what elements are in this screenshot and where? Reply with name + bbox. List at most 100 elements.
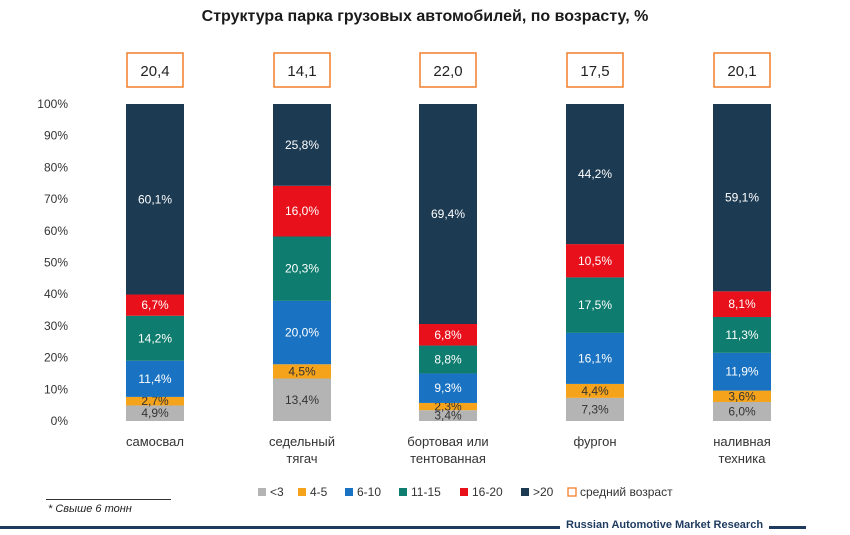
legend-swatch	[345, 488, 353, 496]
average-age-value: 20,4	[140, 63, 169, 80]
data-label: 10,5%	[578, 254, 612, 268]
category-label: техника	[719, 451, 767, 466]
legend-label: 16-20	[472, 485, 503, 499]
category-label: наливная	[713, 434, 771, 449]
bar-segment	[713, 104, 771, 292]
data-label: 3,4%	[434, 409, 462, 423]
data-label: 6,8%	[434, 328, 462, 342]
bar-segment	[273, 300, 331, 365]
data-label: 6,0%	[728, 404, 756, 418]
bar-segment	[713, 317, 771, 353]
bar-segment	[566, 383, 624, 398]
data-label: 4,9%	[141, 406, 169, 420]
average-age-box	[126, 52, 184, 88]
bar-segment	[713, 352, 771, 391]
data-label: 69,4%	[431, 207, 465, 221]
legend-swatch	[521, 488, 529, 496]
data-label: 7,3%	[581, 402, 609, 416]
y-tick-label: 50%	[44, 256, 68, 270]
bar-segment	[126, 405, 184, 421]
bar-segment	[419, 323, 477, 346]
data-label: 3,6%	[728, 389, 756, 403]
data-label: 14,2%	[138, 331, 172, 345]
y-tick-label: 80%	[44, 160, 68, 174]
average-age-box	[419, 52, 477, 88]
footnote: * Свыше 6 тонн	[48, 503, 132, 515]
data-label: 9,3%	[434, 381, 462, 395]
bar-segment	[126, 294, 184, 316]
bar-segment	[273, 236, 331, 301]
category-label: самосвал	[126, 434, 184, 449]
category-label: тягач	[286, 451, 317, 466]
data-label: 11,9%	[725, 365, 758, 379]
bar-segment	[419, 410, 477, 421]
average-age-value: 20,1	[727, 63, 756, 80]
bar-segment	[419, 402, 477, 411]
bar-segment	[566, 104, 624, 245]
average-age-value: 14,1	[287, 63, 316, 80]
data-label: 25,8%	[285, 138, 319, 152]
bar-segment	[566, 397, 624, 421]
legend-swatch	[399, 488, 407, 496]
bar-segment	[566, 244, 624, 278]
chart-title: Структура парка грузовых автомобилей, по…	[201, 8, 649, 25]
legend-label: 11-15	[411, 485, 441, 499]
legend-label: 4-5	[310, 485, 328, 499]
bar-segment	[126, 315, 184, 361]
average-age-box	[273, 52, 331, 88]
average-age-value: 17,5	[580, 63, 609, 80]
bar-segment	[713, 291, 771, 318]
data-label: 11,3%	[725, 328, 758, 342]
bar-segment	[713, 401, 771, 421]
data-label: 13,4%	[285, 393, 319, 407]
legend-swatch	[460, 488, 468, 496]
data-label: 16,0%	[285, 204, 319, 218]
bar-segment	[273, 104, 331, 186]
bar-segment	[713, 390, 771, 402]
y-tick-label: 60%	[44, 224, 68, 238]
category-label: тентованная	[410, 451, 486, 466]
bar-segment	[566, 277, 624, 333]
legend-swatch	[258, 488, 266, 496]
y-tick-label: 30%	[44, 319, 68, 333]
bar-segment	[419, 345, 477, 374]
category-label: седельный	[269, 434, 335, 449]
source-divider	[0, 526, 806, 529]
bar-segment	[566, 332, 624, 384]
bar-segment	[126, 104, 184, 295]
source-label: Russian Automotive Market Research	[560, 519, 770, 531]
data-label: 2,7%	[141, 394, 169, 408]
y-tick-label: 90%	[44, 129, 68, 143]
average-age-value: 22,0	[433, 63, 462, 80]
data-label: 59,1%	[725, 191, 759, 205]
legend-label: >20	[533, 485, 554, 499]
bar-segment	[126, 396, 184, 406]
bar-segment	[273, 378, 331, 421]
legend-swatch	[298, 488, 306, 496]
data-label: 20,0%	[285, 326, 319, 340]
data-label: 60,1%	[138, 192, 172, 206]
data-label: 4,5%	[288, 364, 316, 378]
y-tick-label: 10%	[44, 382, 68, 396]
average-age-box	[566, 52, 624, 88]
legend-label: 6-10	[357, 485, 381, 499]
y-tick-label: 100%	[37, 97, 68, 111]
data-label: 8,1%	[728, 297, 756, 311]
data-label: 17,5%	[578, 298, 612, 312]
y-tick-label: 70%	[44, 192, 68, 206]
bar-segment	[273, 364, 331, 379]
data-label: 4,4%	[581, 384, 609, 398]
data-label: 2,3%	[434, 400, 462, 414]
legend-label: средний возраст	[580, 485, 673, 499]
bar-segment	[273, 185, 331, 237]
data-label: 8,8%	[434, 353, 462, 367]
category-label: бортовая или	[407, 434, 488, 449]
data-label: 44,2%	[578, 167, 612, 181]
bar-segment	[419, 104, 477, 324]
category-label: фургон	[574, 434, 617, 449]
y-tick-label: 40%	[44, 287, 68, 301]
bar-segment	[419, 373, 477, 403]
y-tick-label: 20%	[44, 351, 68, 365]
legend-swatch-average	[567, 487, 577, 497]
